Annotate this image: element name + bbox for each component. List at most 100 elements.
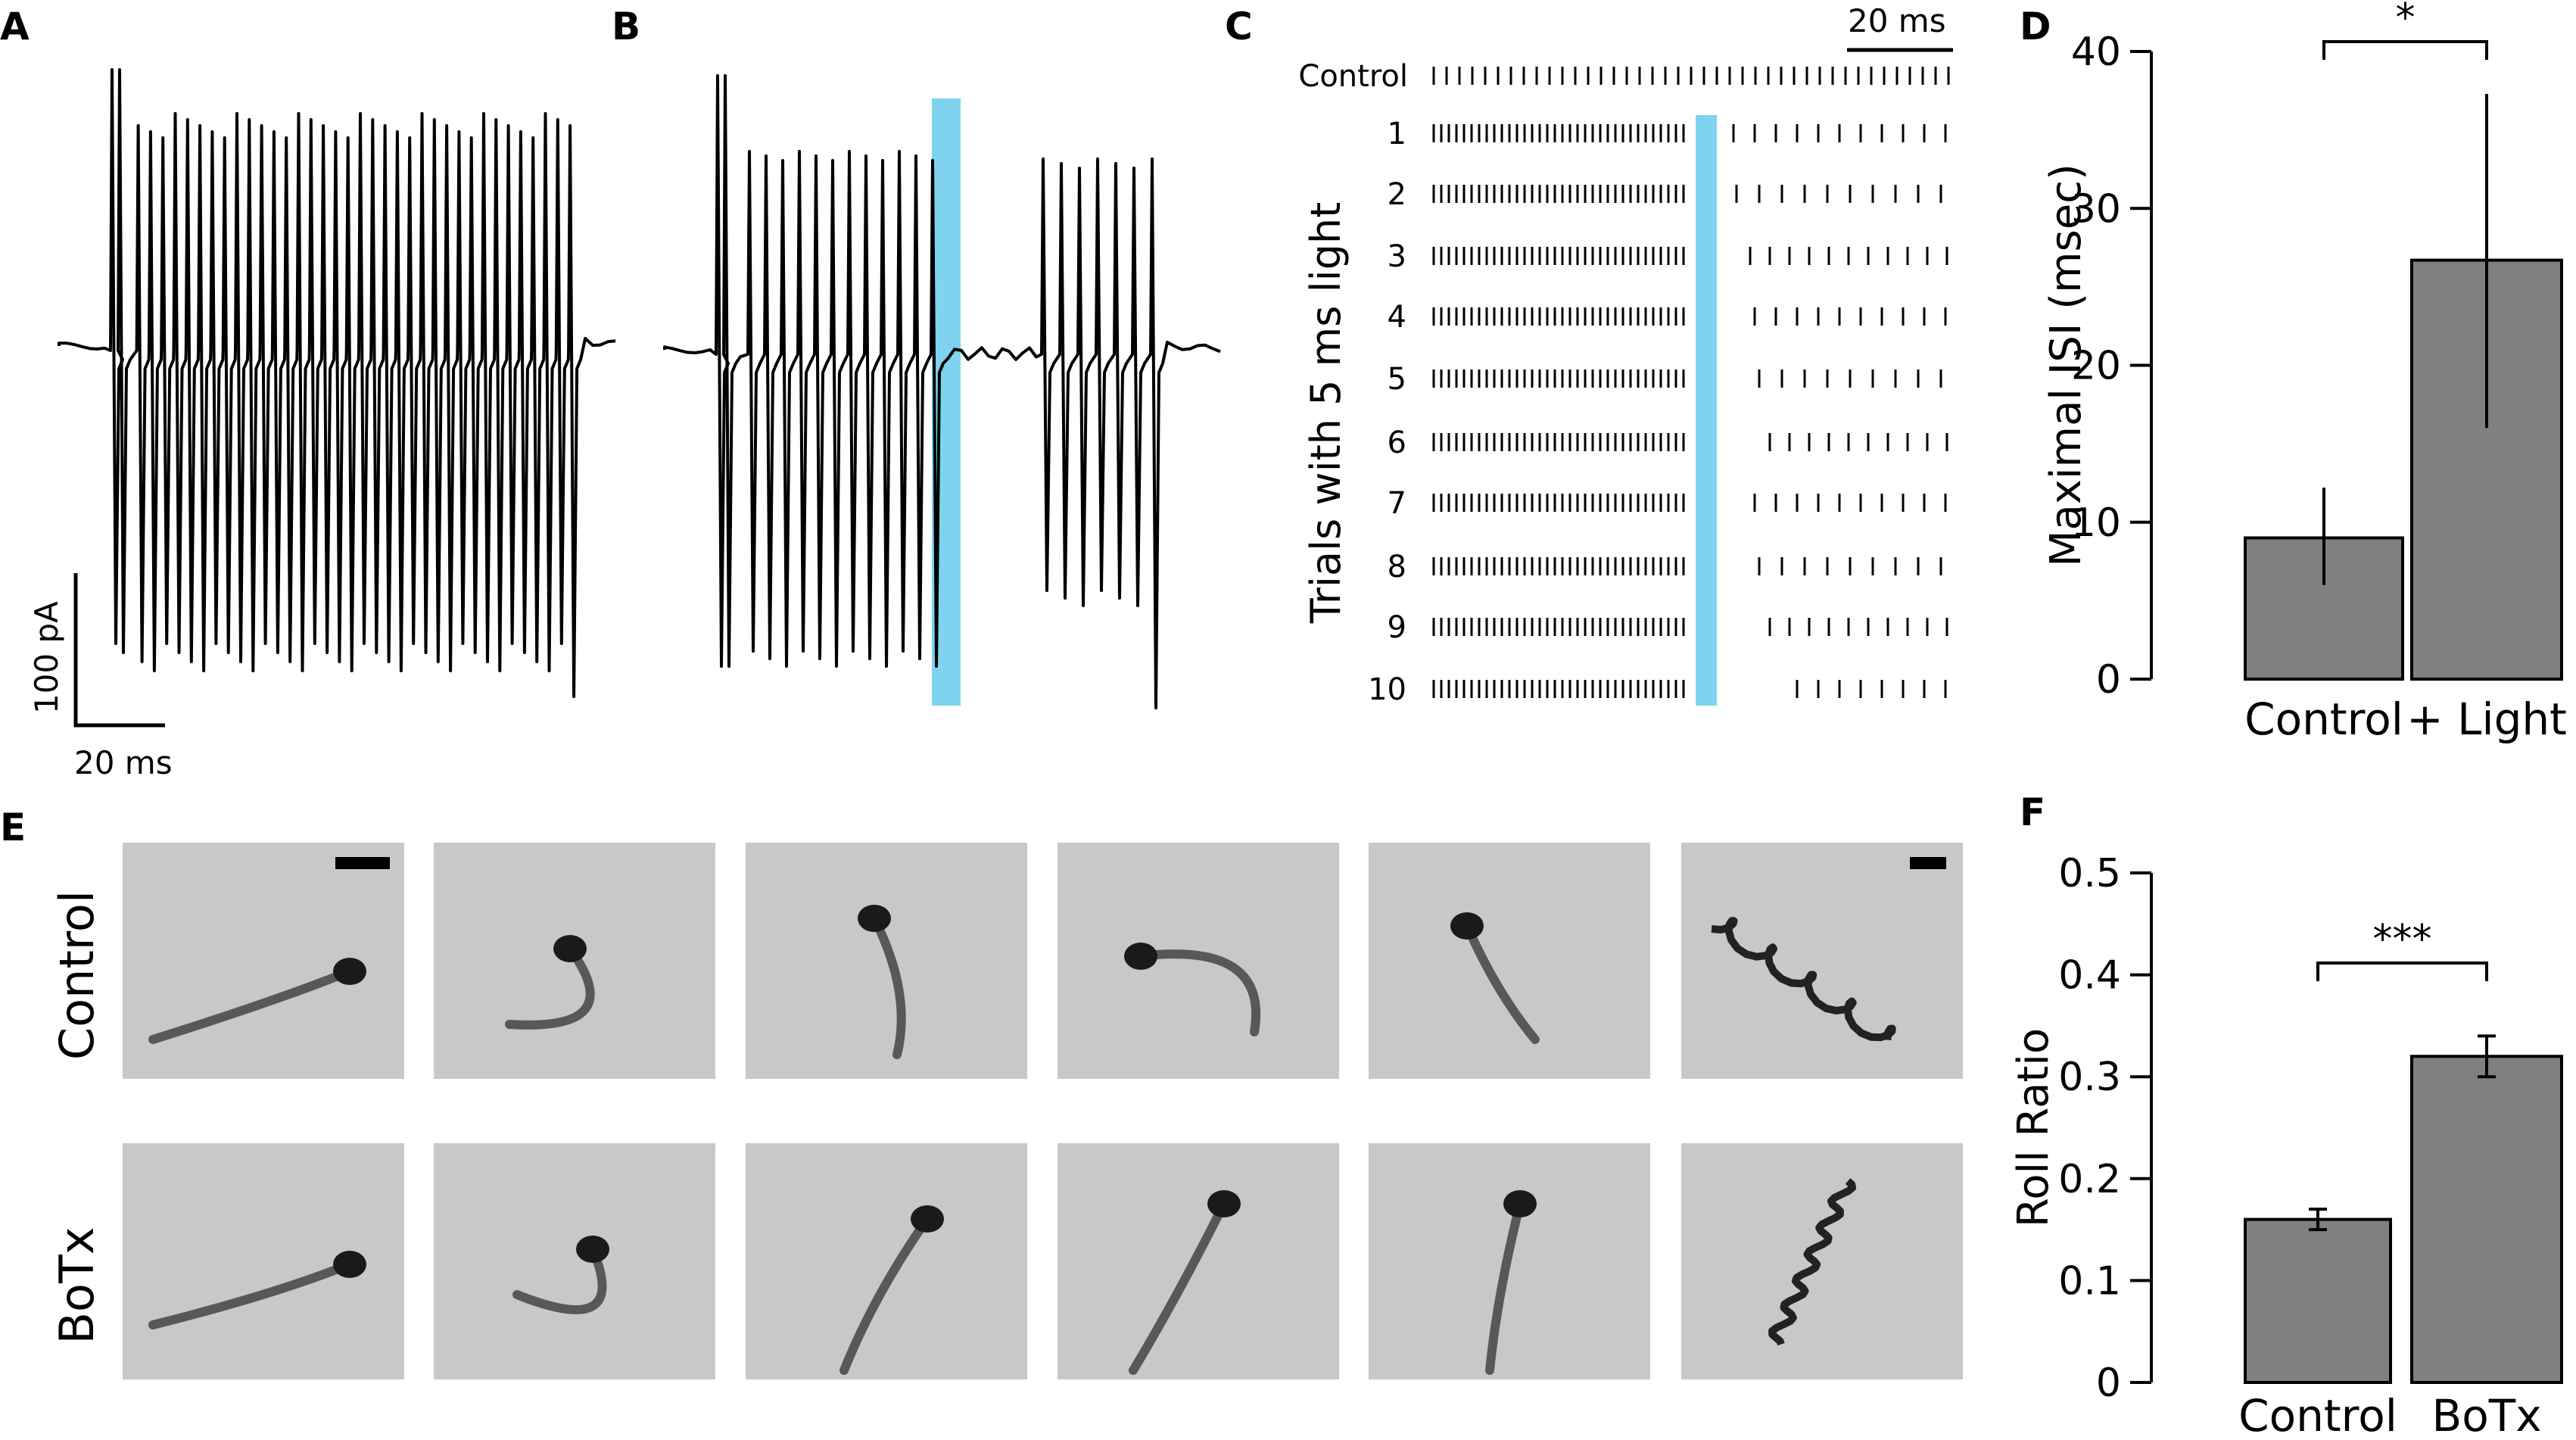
larva-head	[858, 905, 891, 932]
larva-body	[1462, 921, 1540, 1044]
larva-body	[1485, 1199, 1525, 1375]
swim-trajectory	[1768, 1178, 1856, 1346]
y-tick-label: 0	[2096, 657, 2121, 703]
larva-photo-grid	[123, 843, 1963, 1379]
larva-head	[1124, 943, 1157, 970]
larva-body	[870, 914, 906, 1059]
raster-panel: 20 ms Trials with 5 ms light Control 1 2 3 4…	[1298, 2, 1953, 707]
row-label-control: Control	[49, 890, 104, 1060]
raster-row-label: 8	[1388, 550, 1406, 584]
raster-row-label: 6	[1388, 425, 1406, 460]
photo-background	[1057, 843, 1339, 1079]
raster-row-labels: Control 1 2 3 4 5 6 7 8 9 10	[1298, 59, 1408, 707]
larva-photo	[1681, 843, 1963, 1079]
panel-label-c: C	[1225, 5, 1253, 48]
trace-a	[58, 68, 616, 698]
raster-row-label: 4	[1388, 300, 1406, 335]
larva-photo	[434, 843, 715, 1079]
larva-body	[505, 944, 595, 1030]
raster-row-label: 9	[1388, 610, 1406, 645]
y-tick-label: 30	[2071, 186, 2121, 232]
larva-head	[576, 1236, 609, 1263]
larva-head	[333, 1251, 366, 1278]
larva-photo	[123, 1143, 404, 1379]
panel-label-a: A	[0, 5, 30, 48]
y-tick-label: 0.3	[2058, 1055, 2121, 1100]
significance-bracket	[2322, 40, 2488, 60]
scalebar-a-y-label: 100 pA	[28, 601, 65, 714]
scalebar-a-lines	[73, 573, 165, 728]
raster-row-label: 7	[1388, 486, 1406, 521]
larva-head	[1207, 1190, 1241, 1217]
category-label: BoTx	[2431, 1390, 2541, 1440]
photo-background	[1681, 1143, 1963, 1379]
larva-photo	[434, 1143, 715, 1379]
y-tick-label: 0.1	[2058, 1258, 2121, 1304]
photo-background	[746, 843, 1027, 1079]
larva-photo	[123, 843, 404, 1079]
larva-body	[1129, 1199, 1229, 1375]
larva-photo	[1057, 843, 1339, 1079]
larva-body	[1136, 949, 1261, 1036]
light-stimulus-band-c	[1696, 115, 1717, 706]
y-axis-label: Roll Ratio	[2009, 1028, 2058, 1227]
raster-row-label: 2	[1388, 177, 1406, 212]
bar	[2244, 1217, 2392, 1385]
photo-scalebar	[1910, 857, 1946, 869]
larva-head	[911, 1205, 944, 1233]
larva-head	[333, 958, 366, 985]
larva-head	[1503, 1190, 1537, 1217]
y-axis-label: Maximal ISI (msec)	[2042, 164, 2091, 567]
larva-photo	[1057, 1143, 1339, 1379]
raster-row-label: 5	[1388, 362, 1406, 397]
larva-body	[512, 1245, 607, 1314]
y-tick-label: 0.2	[2058, 1157, 2121, 1202]
larva-head	[1450, 912, 1484, 940]
panel-label-f: F	[2020, 790, 2045, 834]
trace-b	[663, 74, 1221, 709]
scalebar-a-x-label: 20 ms	[74, 744, 173, 781]
photo-background	[746, 1143, 1027, 1379]
photo-background	[434, 1143, 715, 1379]
significance-marker: ***	[2373, 917, 2432, 962]
larva-photo	[1681, 1143, 1963, 1379]
chart-roll-ratio: 0 0.1 0.2 0.3 0.4 0.5 Roll Ratio Control BoTx ***	[2009, 851, 2563, 1440]
larva-photo	[1369, 1143, 1650, 1379]
row-label-botx: BoTx	[49, 1226, 104, 1344]
chart-max-isi: 0 10 20 30 40 Maximal ISI (msec) Control + Ligh…	[2042, 0, 2567, 745]
raster-scalebar-label: 20 ms	[1848, 2, 1946, 39]
bar	[2410, 1055, 2563, 1385]
swim-trajectory	[1711, 917, 1896, 1042]
panel-label-b: B	[612, 5, 640, 48]
larva-body	[148, 967, 354, 1044]
y-tick-label: 40	[2071, 30, 2121, 75]
y-tick-label: 10	[2071, 500, 2121, 546]
raster-spikes	[1432, 67, 1950, 698]
raster-row-label: Control	[1298, 59, 1408, 94]
photo-background	[1681, 843, 1963, 1079]
panel-label-e: E	[0, 806, 26, 849]
photo-background	[1369, 843, 1650, 1079]
current-trace	[663, 74, 1221, 709]
y-tick-label: 0.4	[2058, 953, 2121, 999]
larva-photo	[746, 843, 1027, 1079]
y-tick-label: 0	[2096, 1361, 2121, 1406]
significance-bracket	[2316, 962, 2488, 981]
larva-photo	[1369, 843, 1650, 1079]
panel-label-d: D	[2020, 5, 2051, 48]
larva-body	[148, 1260, 354, 1329]
raster-row-label: 1	[1388, 117, 1406, 151]
raster-row-label: 3	[1388, 239, 1406, 274]
larva-body	[839, 1214, 932, 1375]
y-tick-label: 20	[2071, 344, 2121, 389]
current-trace	[58, 68, 616, 698]
photo-background	[123, 843, 404, 1079]
category-label: Control	[2238, 1390, 2397, 1440]
larva-photo	[746, 1143, 1027, 1379]
significance-marker: *	[2396, 0, 2416, 41]
larva-head	[553, 935, 587, 962]
photo-scalebar	[335, 857, 390, 869]
y-tick-label: 0.5	[2058, 851, 2121, 896]
category-label: + Light	[2406, 694, 2567, 745]
